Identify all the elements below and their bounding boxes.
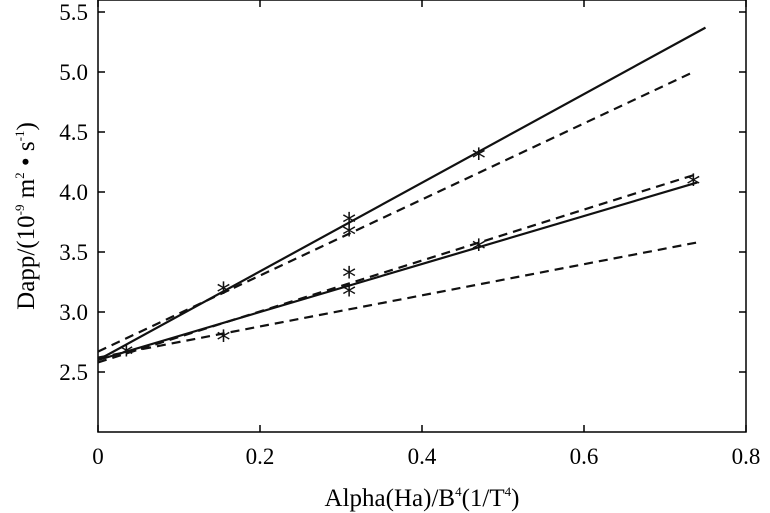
x-axis-title: Alpha(Ha)/B4(1/T4) — [325, 484, 520, 512]
y-tick-label: 4.5 — [59, 120, 88, 145]
x-tick-label: 0.8 — [732, 444, 761, 469]
data-point-marker: * — [342, 219, 356, 252]
y-tick-label: 3.5 — [59, 240, 88, 265]
series-line-4-dashed — [97, 174, 694, 364]
data-point-marker: * — [342, 279, 356, 312]
y-tick-label: 2.5 — [59, 360, 88, 385]
x-tick-label: 0.6 — [570, 444, 599, 469]
data-point-marker: * — [342, 261, 356, 294]
data-point-marker: * — [472, 142, 486, 175]
x-tick-label: 0 — [92, 444, 104, 469]
data-point-marker: * — [217, 276, 231, 309]
y-tick-label: 5.0 — [59, 60, 88, 85]
series-line-3-solid — [97, 181, 698, 362]
y-tick-label: 4.0 — [59, 180, 88, 205]
series-line-1-solid — [97, 26, 707, 361]
y-axis-title: Dapp/(10-9 m2 • s-1) — [12, 122, 40, 310]
plot-frame — [97, 0, 747, 433]
series-layer — [97, 26, 707, 364]
data-point-marker: * — [342, 207, 356, 240]
data-point-marker: * — [472, 233, 486, 266]
series-line-5-dashed — [97, 241, 698, 359]
x-tick-label: 0.4 — [408, 444, 437, 469]
series-line-2-dashed — [97, 71, 694, 353]
y-tick-label: 5.5 — [59, 0, 88, 25]
x-tick-label: 0.2 — [246, 444, 275, 469]
data-point-marker: * — [119, 339, 133, 372]
axis-ticks: 0 0.2 0.4 0.6 0.8 2.5 3.0 3.5 4.0 4.5 5.0 5.5 — [59, 0, 760, 469]
y-tick-label: 3.0 — [59, 300, 88, 325]
data-point-marker: * — [217, 324, 231, 357]
data-point-marker: * — [686, 168, 700, 201]
marker-layer: ********** — [119, 142, 700, 372]
